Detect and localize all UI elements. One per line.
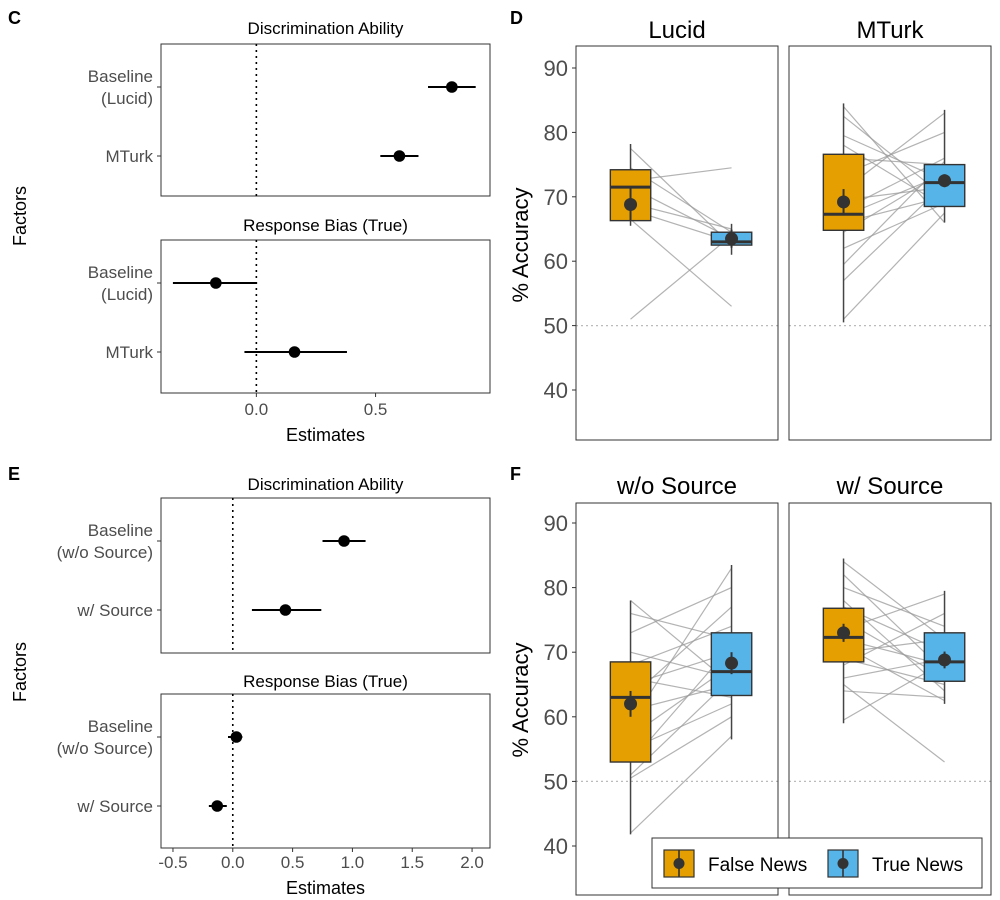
facet-frame <box>575 502 779 896</box>
mean-point <box>725 232 739 246</box>
x-tick-label: -0.5 <box>158 853 187 872</box>
y-tick-label: 80 <box>544 120 568 145</box>
estimate-point <box>338 535 350 547</box>
x-tick-label: 1.0 <box>341 853 365 872</box>
panel-frame <box>160 239 491 394</box>
row-label: w/ Source <box>76 797 153 816</box>
estimate-point <box>446 81 458 93</box>
y-tick-label: 80 <box>544 576 568 601</box>
y-tick-label: 70 <box>544 640 568 665</box>
participant-line <box>843 561 945 640</box>
x-axis-label: Estimates <box>286 878 365 898</box>
false-news-box <box>822 153 865 231</box>
facet-frame <box>575 45 779 441</box>
panel-frame <box>160 693 491 849</box>
facet-frame <box>788 45 992 441</box>
estimate-point <box>230 731 243 743</box>
mean-point <box>938 174 952 188</box>
panel-letter: C <box>8 8 21 28</box>
panel-letter: D <box>510 8 523 28</box>
mean-point <box>938 653 952 667</box>
participant-line <box>843 587 945 627</box>
legend-key-point <box>673 858 685 869</box>
row-label: (Lucid) <box>101 285 153 304</box>
row-label: Baseline <box>88 717 153 736</box>
mean-point <box>624 198 638 212</box>
y-tick-label: 90 <box>544 511 568 536</box>
y-axis-label: Factors <box>10 642 30 702</box>
participant-line <box>843 212 945 320</box>
x-tick-label: 0.0 <box>245 400 269 419</box>
facet-title: w/ Source <box>836 473 944 500</box>
y-tick-label: 50 <box>544 314 568 339</box>
panel-frame <box>160 497 491 654</box>
row-label: MTurk <box>105 147 153 166</box>
panel-frame <box>160 43 491 197</box>
y-axis-label: % Accuracy <box>508 643 533 758</box>
x-tick-label: 0.5 <box>281 853 305 872</box>
participant-line <box>843 202 945 249</box>
participant-line <box>843 690 945 699</box>
row-label: (w/o Source) <box>57 543 153 562</box>
legend-label: True News <box>872 855 963 876</box>
panel-letter: E <box>8 464 20 484</box>
facet-title: MTurk <box>856 17 924 44</box>
participant-line <box>630 735 732 834</box>
facet-title: Lucid <box>648 17 705 44</box>
panel-letter: F <box>510 464 521 484</box>
y-tick-label: 60 <box>544 705 568 730</box>
row-label: Baseline <box>88 263 153 282</box>
facet-title: w/o Source <box>616 473 737 500</box>
subpanel-title: Response Bias (True) <box>243 672 408 691</box>
row-label: (Lucid) <box>101 89 153 108</box>
y-tick-label: 70 <box>544 185 568 210</box>
subpanel-title: Discrimination Ability <box>248 19 404 38</box>
y-tick-label: 60 <box>544 249 568 274</box>
participant-line <box>843 684 945 763</box>
estimate-point <box>279 604 292 616</box>
mean-point <box>837 626 851 640</box>
row-label: Baseline <box>88 521 153 540</box>
y-tick-label: 40 <box>544 834 568 859</box>
row-label: MTurk <box>105 343 153 362</box>
participant-line <box>630 218 732 307</box>
y-tick-label: 50 <box>544 769 568 794</box>
estimate-point <box>211 800 224 812</box>
legend-box <box>651 837 983 889</box>
participant-line <box>630 234 732 320</box>
legend-label: False News <box>708 855 807 876</box>
participant-line <box>630 148 732 246</box>
legend-key-point <box>837 858 849 869</box>
x-axis-label: Estimates <box>286 425 365 445</box>
estimate-point <box>288 346 301 358</box>
participant-line <box>630 716 732 779</box>
x-tick-label: 1.5 <box>400 853 424 872</box>
x-tick-label: 0.0 <box>221 853 245 872</box>
row-label: w/ Source <box>76 601 153 620</box>
x-tick-label: 0.5 <box>364 400 388 419</box>
subpanel-title: Response Bias (True) <box>243 216 408 235</box>
facet-frame <box>788 502 992 896</box>
y-tick-label: 90 <box>544 56 568 81</box>
x-tick-label: 2.0 <box>460 853 484 872</box>
subpanel-title: Discrimination Ability <box>248 475 404 494</box>
estimate-point <box>393 150 406 162</box>
mean-point <box>725 656 739 670</box>
mean-point <box>624 697 638 711</box>
y-tick-label: 40 <box>544 378 568 403</box>
row-label: (w/o Source) <box>57 739 153 758</box>
mean-point <box>837 195 851 209</box>
y-axis-label: Factors <box>10 186 30 246</box>
y-axis-label: % Accuracy <box>508 188 533 303</box>
row-label: Baseline <box>88 67 153 86</box>
estimate-point <box>210 277 222 289</box>
